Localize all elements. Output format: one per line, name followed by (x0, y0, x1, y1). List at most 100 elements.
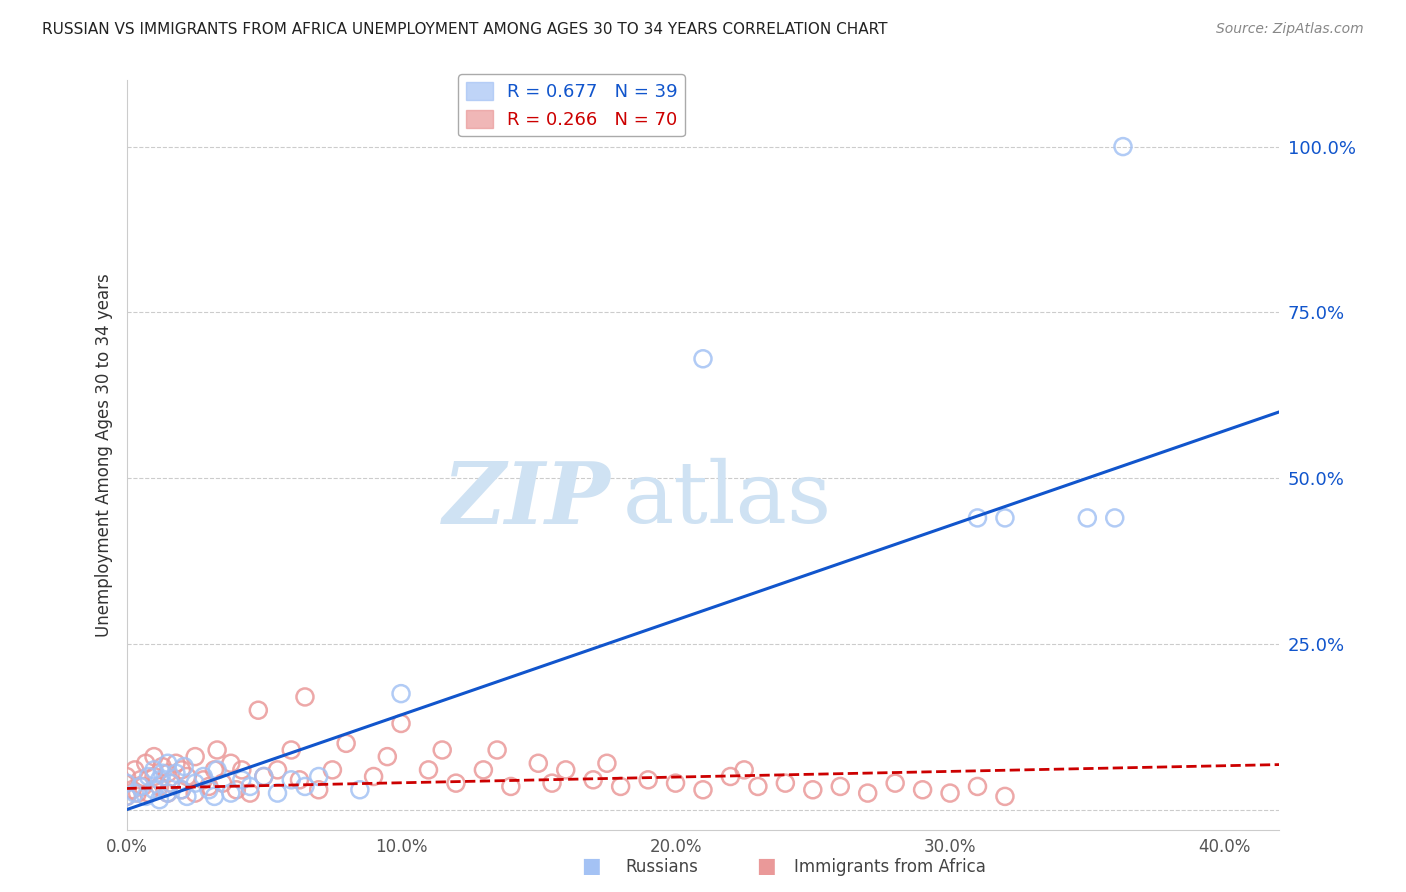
Point (266, 786, 288, 800)
Point (184, 749, 207, 764)
Point (280, 743, 302, 757)
Point (389, 687, 412, 701)
Point (135, 789, 157, 804)
Point (664, 776, 686, 790)
Point (135, 756, 157, 771)
Point (239, 780, 262, 794)
Point (308, 770, 330, 784)
Point (170, 763, 193, 777)
Point (1076, 511, 1098, 525)
Point (596, 756, 619, 771)
Text: atlas: atlas (623, 458, 831, 541)
Point (129, 772, 152, 787)
Point (173, 759, 195, 773)
Y-axis label: Unemployment Among Ages 30 to 34 years: Unemployment Among Ages 30 to 34 years (94, 273, 112, 637)
Point (231, 763, 253, 777)
Point (205, 743, 228, 757)
Point (198, 782, 221, 797)
Point (143, 763, 166, 777)
Point (231, 772, 253, 787)
Point (335, 736, 357, 750)
Point (143, 770, 166, 784)
Point (138, 770, 160, 784)
Point (288, 772, 311, 787)
Point (294, 780, 316, 794)
Text: RUSSIAN VS IMMIGRANTS FROM AFRICA UNEMPLOYMENT AMONG AGES 30 TO 34 YEARS CORRELA: RUSSIAN VS IMMIGRANTS FROM AFRICA UNEMPL… (42, 22, 887, 37)
Text: ■: ■ (581, 856, 600, 876)
Point (165, 766, 187, 780)
Point (775, 776, 797, 790)
Point (219, 786, 242, 800)
Point (499, 780, 522, 794)
Point (115, 776, 138, 790)
Point (692, 351, 714, 366)
Point (239, 786, 262, 800)
Point (198, 780, 221, 794)
Point (148, 793, 170, 807)
Point (115, 770, 138, 784)
Point (747, 780, 769, 794)
Point (856, 786, 879, 800)
Point (165, 756, 187, 771)
Point (720, 770, 742, 784)
Point (193, 772, 215, 787)
Point (202, 789, 225, 804)
Point (830, 780, 852, 794)
Point (966, 780, 988, 794)
Point (966, 511, 988, 525)
Point (148, 772, 170, 787)
Point (486, 743, 509, 757)
Point (150, 759, 173, 773)
Point (444, 776, 467, 790)
Point (1104, 511, 1126, 525)
Point (321, 763, 343, 777)
Text: ■: ■ (756, 856, 776, 876)
Text: ZIP: ZIP (443, 458, 610, 541)
Point (363, 770, 385, 784)
Point (253, 770, 276, 784)
Point (582, 772, 605, 787)
Point (159, 776, 181, 790)
Point (205, 763, 228, 777)
Point (138, 786, 160, 800)
Point (939, 786, 962, 800)
Point (554, 763, 576, 777)
Point (202, 763, 225, 777)
Point (280, 772, 302, 787)
Point (156, 786, 179, 800)
Point (472, 763, 495, 777)
Point (994, 511, 1017, 525)
Point (132, 780, 155, 794)
Point (184, 776, 207, 790)
Point (170, 782, 193, 797)
Point (884, 776, 907, 790)
Point (129, 780, 152, 794)
Point (733, 763, 755, 777)
Point (124, 786, 146, 800)
Point (994, 789, 1017, 804)
Point (247, 703, 270, 717)
Point (143, 782, 166, 797)
Point (349, 782, 371, 797)
Point (609, 780, 631, 794)
Point (170, 782, 193, 797)
Point (389, 716, 412, 731)
Point (266, 763, 288, 777)
Point (294, 690, 316, 704)
Text: Russians: Russians (626, 858, 699, 876)
Point (184, 786, 207, 800)
Point (308, 782, 330, 797)
Point (121, 782, 143, 797)
Point (150, 766, 173, 780)
Point (176, 770, 198, 784)
Point (156, 766, 179, 780)
Point (911, 782, 934, 797)
Point (253, 770, 276, 784)
Legend: R = 0.677   N = 39, R = 0.266   N = 70: R = 0.677 N = 39, R = 0.266 N = 70 (458, 74, 685, 136)
Point (692, 782, 714, 797)
Text: Immigrants from Africa: Immigrants from Africa (794, 858, 986, 876)
Point (143, 749, 166, 764)
Point (156, 786, 179, 800)
Point (176, 789, 198, 804)
Point (225, 782, 247, 797)
